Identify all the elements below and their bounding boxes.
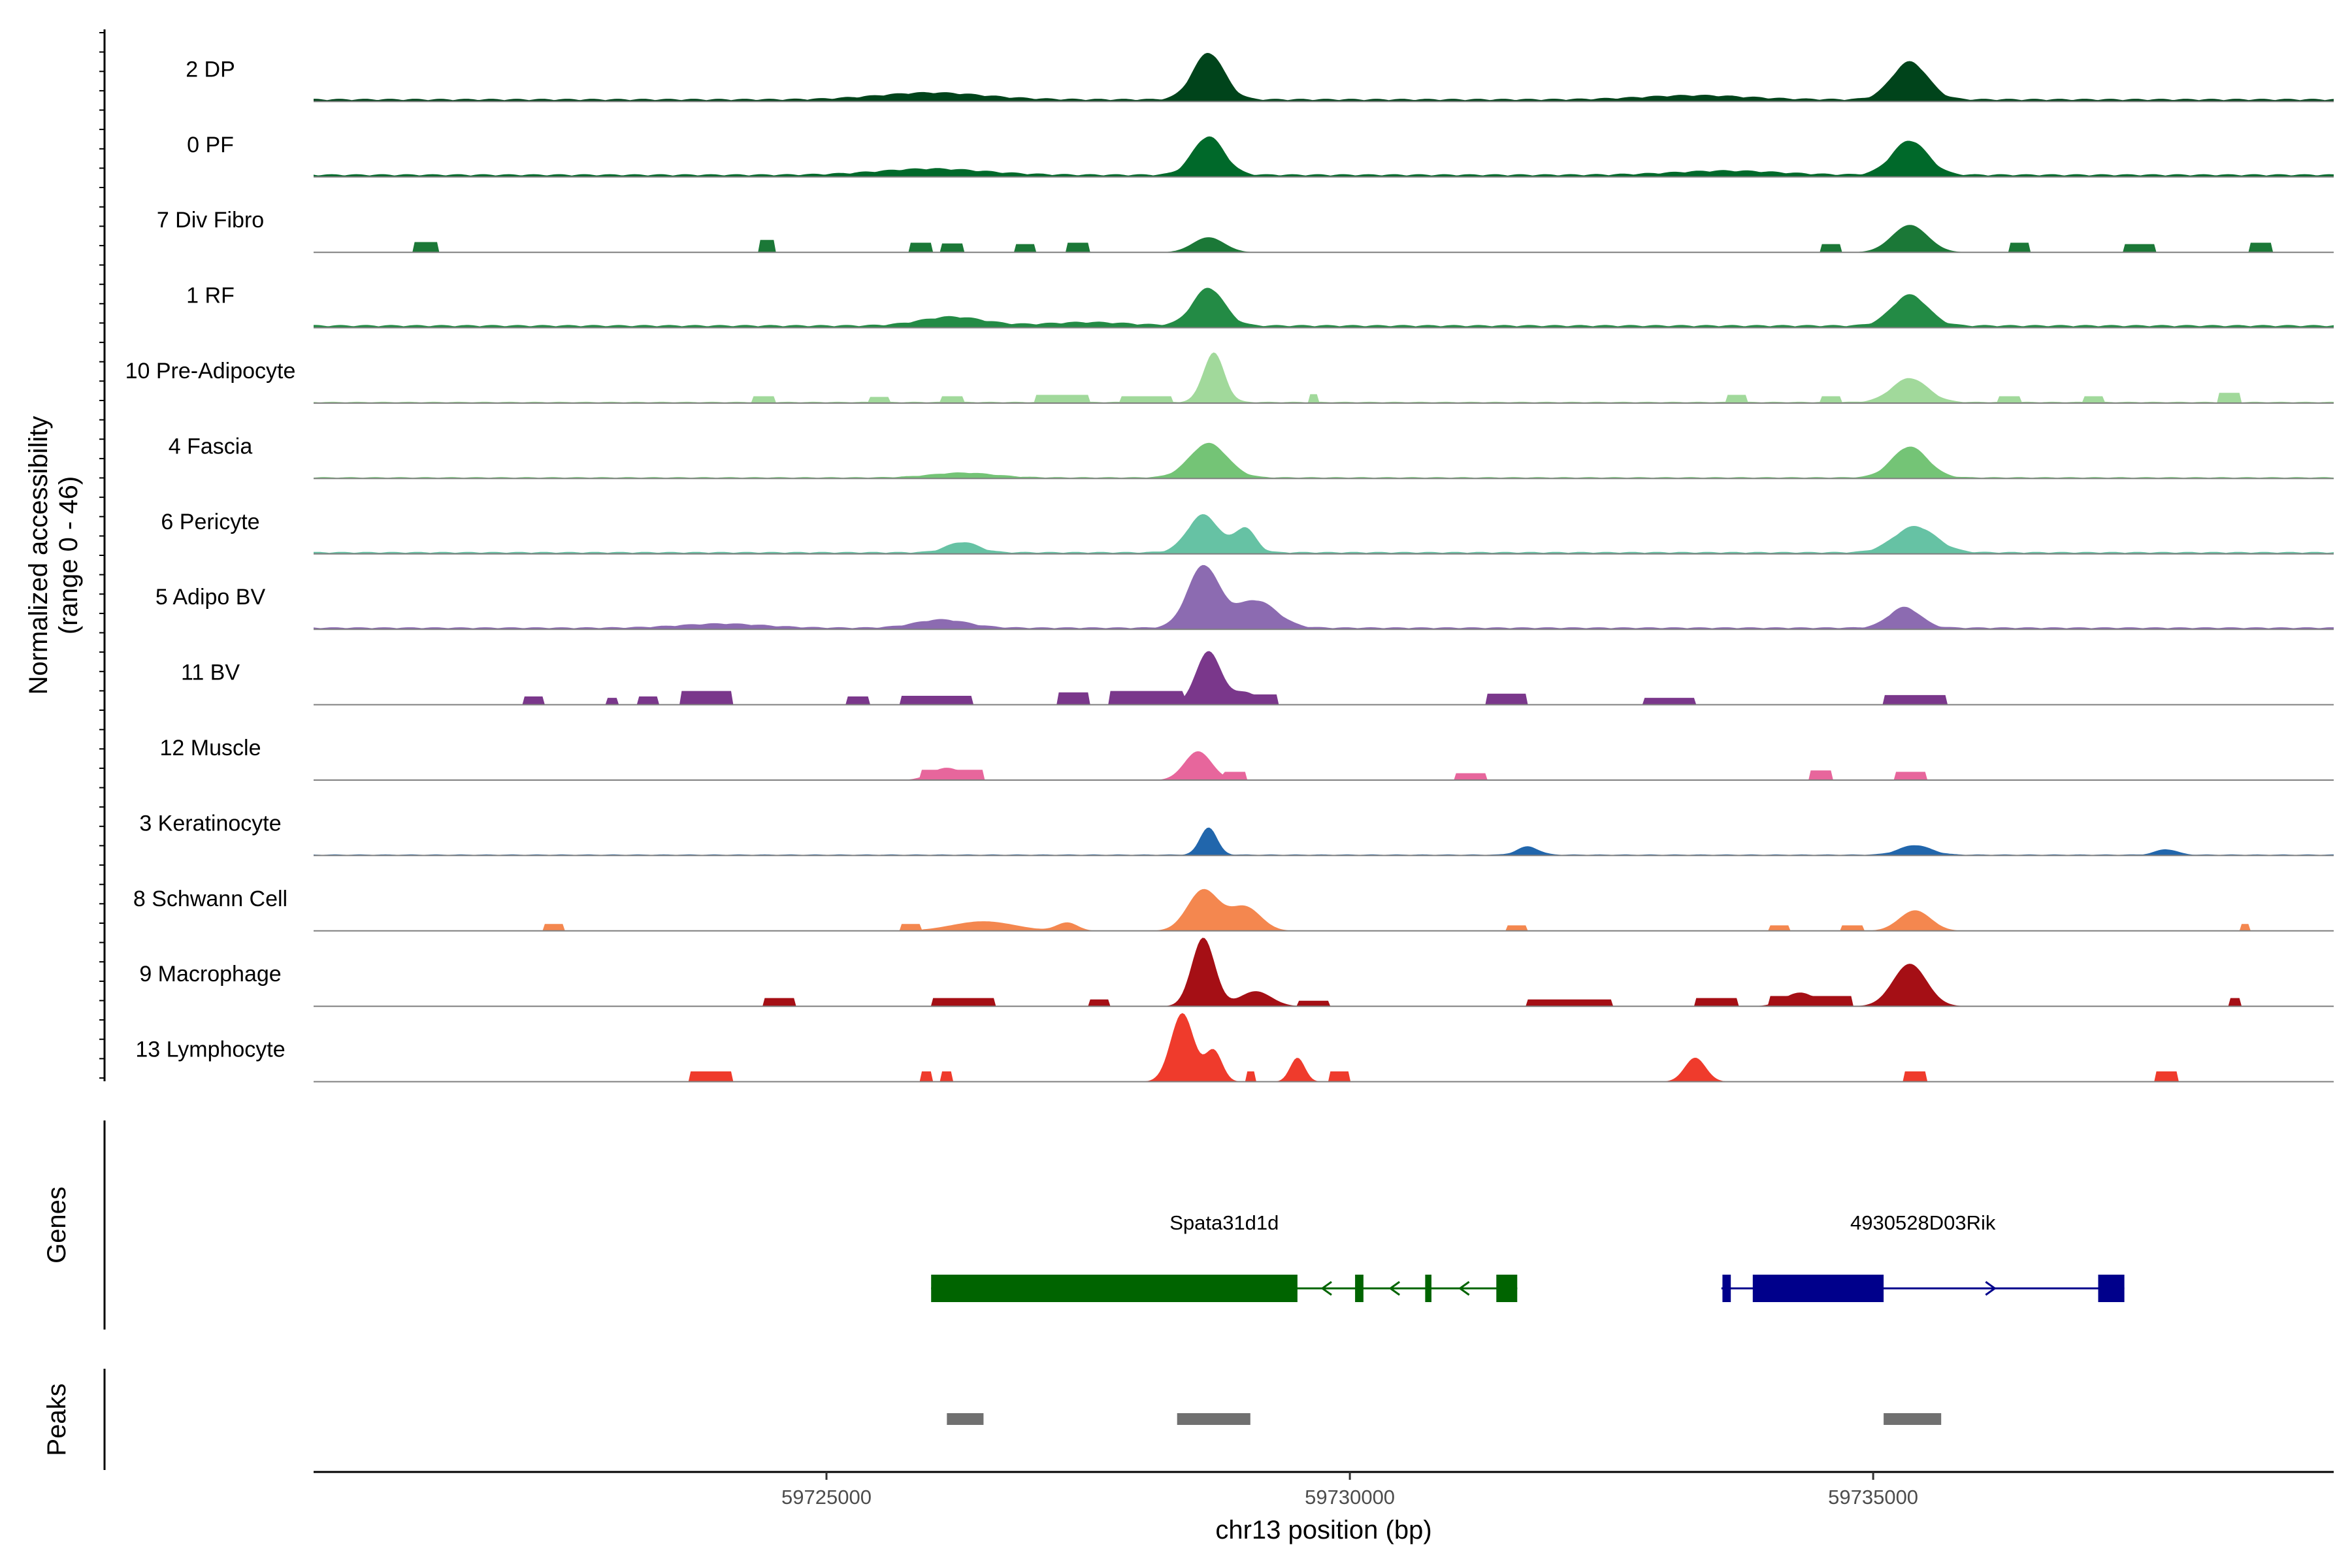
coverage-y-axis-subtitle: (range 0 - 46) (54, 476, 83, 634)
track-signal (314, 53, 2334, 102)
track-10: 12 Muscle (160, 736, 2334, 781)
x-axis-ticks: 59725000 59730000 59735000 (781, 1472, 1918, 1509)
strand-arrow (1985, 1281, 1997, 1296)
coverage-panel: 2 DP 0 PF 7 Div Fibro 1 RF 10 Pre-Adipocyte 4… (125, 53, 2334, 1083)
track-label: 4 Fascia (169, 434, 253, 459)
track-6: 4 Fascia (169, 434, 2334, 480)
peak-region (947, 1413, 984, 1425)
gene-spata31d1d: Spata31d1d (931, 1211, 1518, 1302)
track-7: 6 Pericyte (161, 510, 2334, 555)
track-label: 11 BV (181, 661, 240, 685)
genes-panel: Spata31d1d 4930528D03Rik (931, 1211, 2125, 1302)
track-label: 9 Macrophage (139, 962, 281, 987)
gene-exon (1752, 1275, 1884, 1302)
track-1: 2 DP (186, 53, 2334, 103)
track-signal (314, 225, 2334, 253)
coverage-y-axis-title: Normalized accessibility (24, 416, 53, 695)
track-label: 5 Adipo BV (155, 585, 266, 610)
track-label: 12 Muscle (160, 736, 261, 760)
track-signal (314, 352, 2334, 403)
track-signal (314, 442, 2334, 479)
track-9: 11 BV (181, 651, 2334, 706)
gene-exon (931, 1275, 1298, 1302)
track-label: 1 RF (186, 284, 235, 308)
gene-exon (1355, 1275, 1364, 1302)
gene-label: 4930528D03Rik (1850, 1211, 1996, 1234)
strand-arrow (1388, 1281, 1401, 1296)
track-14: 13 Lymphocyte (135, 1013, 2334, 1083)
track-signal (314, 827, 2334, 856)
peak-region (1884, 1413, 1942, 1425)
track-signal (314, 651, 2334, 705)
track-label: 3 Keratinocyte (139, 811, 281, 836)
track-5: 10 Pre-Adipocyte (125, 352, 2334, 404)
track-signal (314, 514, 2334, 554)
track-label: 10 Pre-Adipocyte (125, 359, 296, 384)
track-2: 0 PF (187, 133, 2334, 178)
track-11: 3 Keratinocyte (139, 811, 2334, 857)
gene-label: Spata31d1d (1169, 1211, 1279, 1234)
track-8: 5 Adipo BV (155, 564, 2334, 630)
track-signal (314, 938, 2334, 1007)
track-label: 2 DP (186, 57, 235, 82)
peaks-panel (947, 1413, 1942, 1425)
track-label: 8 Schwann Cell (133, 887, 287, 911)
genes-panel-title: Genes (42, 1186, 71, 1264)
track-signal (314, 564, 2334, 630)
coverage-y-axis-ticks (99, 32, 105, 1079)
x-axis-title: chr13 position (bp) (1215, 1516, 1431, 1544)
gene-exon (1425, 1275, 1431, 1302)
x-axis-tick-label: 59735000 (1828, 1486, 1918, 1509)
track-label: 7 Div Fibro (157, 208, 264, 233)
gene-exon (1496, 1275, 1518, 1302)
track-signal (314, 751, 2334, 780)
track-signal (314, 1013, 2334, 1082)
strand-arrow (1320, 1281, 1332, 1296)
peak-region (1177, 1413, 1250, 1425)
x-axis-tick-label: 59730000 (1305, 1486, 1395, 1509)
track-label: 13 Lymphocyte (135, 1037, 285, 1062)
track-signal (314, 889, 2334, 931)
track-4: 1 RF (186, 284, 2334, 329)
track-12: 8 Schwann Cell (133, 887, 2334, 932)
gene-exon (1722, 1275, 1731, 1302)
x-axis-tick-label: 59725000 (781, 1486, 872, 1509)
peaks-panel-title: Peaks (42, 1383, 71, 1456)
gene-exon (2098, 1275, 2125, 1302)
track-signal (314, 136, 2334, 177)
strand-arrow (1458, 1281, 1470, 1296)
gene-4930528d03rik: 4930528D03Rik (1721, 1211, 2125, 1302)
track-13: 9 Macrophage (139, 938, 2334, 1007)
track-3: 7 Div Fibro (157, 208, 2334, 253)
track-label: 6 Pericyte (161, 510, 259, 534)
track-label: 0 PF (187, 133, 234, 157)
track-signal (314, 287, 2334, 328)
